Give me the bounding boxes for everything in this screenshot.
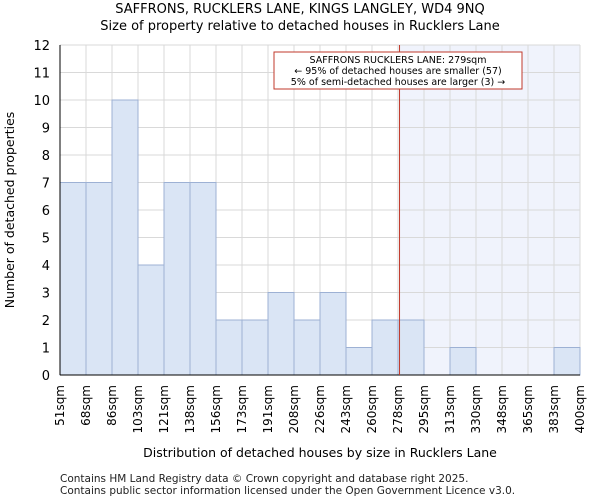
annotation-line: 5% of semi-detached houses are larger (3… — [291, 77, 505, 88]
y-tick-label: 9 — [42, 122, 50, 137]
bar — [293, 319, 321, 376]
y-tick-label: 7 — [42, 177, 50, 192]
bar — [111, 99, 139, 376]
bar — [215, 319, 243, 376]
y-tick-label: 4 — [42, 259, 50, 274]
x-tick-label: 156sqm — [209, 385, 223, 433]
x-tick-label: 400sqm — [573, 385, 587, 433]
bar — [189, 182, 217, 376]
chart-subtitle: Size of property relative to detached ho… — [100, 19, 500, 34]
annotation-line: SAFFRONS RUCKLERS LANE: 279sqm — [310, 55, 487, 66]
bar — [319, 292, 347, 376]
bar — [345, 347, 373, 376]
x-tick-label: 86sqm — [105, 385, 119, 426]
x-axis-label: Distribution of detached houses by size … — [143, 445, 497, 460]
annotation-line: ← 95% of detached houses are smaller (57… — [294, 66, 501, 77]
bar — [137, 264, 165, 376]
bar — [85, 182, 113, 376]
x-tick-label: 121sqm — [157, 385, 171, 433]
y-tick-label: 10 — [33, 94, 50, 109]
x-tick-label: 295sqm — [417, 385, 431, 433]
x-tick-label: 103sqm — [131, 385, 145, 433]
y-tick-label: 1 — [42, 342, 50, 357]
x-tick-label: 383sqm — [547, 385, 561, 433]
bar — [371, 319, 399, 376]
x-tick-label: 226sqm — [313, 385, 327, 433]
bar — [267, 292, 295, 376]
y-tick-label: 11 — [33, 67, 50, 82]
x-tick-label: 243sqm — [339, 385, 353, 433]
x-tick-label: 313sqm — [443, 385, 457, 433]
y-tick-label: 2 — [42, 314, 50, 329]
chart-title: SAFFRONS, RUCKLERS LANE, KINGS LANGLEY, … — [115, 2, 485, 17]
bar — [553, 347, 581, 376]
x-tick-label: 173sqm — [235, 385, 249, 433]
y-axis-label: Number of detached properties — [2, 112, 17, 309]
bar — [59, 182, 87, 376]
y-tick-label: 0 — [42, 369, 50, 384]
bar — [449, 347, 477, 376]
x-tick-label: 330sqm — [469, 385, 483, 433]
x-tick-label: 68sqm — [79, 385, 93, 426]
x-tick-label: 51sqm — [53, 385, 67, 426]
x-tick-label: 278sqm — [391, 385, 405, 433]
x-tick-label: 208sqm — [287, 385, 301, 433]
bar — [163, 182, 191, 376]
x-tick-label: 365sqm — [521, 385, 535, 433]
y-tick-label: 5 — [42, 232, 50, 247]
copyright-notice: Contains HM Land Registry data © Crown c… — [60, 473, 469, 485]
y-tick-label: 3 — [42, 287, 50, 302]
x-tick-label: 138sqm — [183, 385, 197, 433]
y-tick-label: 12 — [33, 39, 50, 54]
x-tick-label: 348sqm — [495, 385, 509, 433]
x-tick-label: 191sqm — [261, 385, 275, 433]
y-tick-label: 6 — [42, 204, 50, 219]
bar — [397, 319, 425, 376]
x-tick-label: 260sqm — [365, 385, 379, 433]
bar — [241, 319, 269, 376]
licence-notice: Contains public sector information licen… — [60, 485, 516, 497]
y-tick-label: 8 — [42, 149, 50, 164]
annotation-box — [273, 51, 523, 90]
